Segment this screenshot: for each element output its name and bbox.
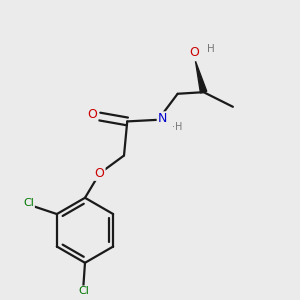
Text: H: H bbox=[207, 44, 214, 54]
Text: O: O bbox=[189, 46, 199, 59]
Polygon shape bbox=[196, 61, 207, 93]
Text: Cl: Cl bbox=[78, 286, 89, 296]
Text: ·H: ·H bbox=[172, 122, 182, 132]
Text: O: O bbox=[95, 167, 105, 180]
Text: O: O bbox=[88, 108, 98, 122]
Text: Cl: Cl bbox=[23, 198, 34, 208]
Text: N: N bbox=[158, 112, 167, 125]
